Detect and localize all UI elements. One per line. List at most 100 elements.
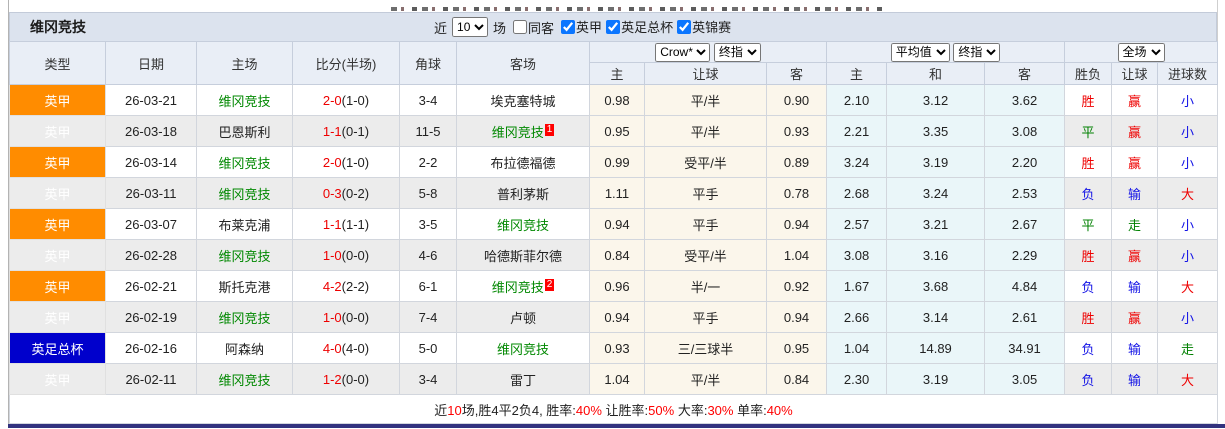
- league-filter-checkbox[interactable]: [606, 19, 621, 34]
- avg-draw-cell: 3.19: [886, 363, 986, 395]
- league-type-cell: 英甲: [9, 301, 106, 333]
- avg-away-cell: 2.67: [984, 208, 1066, 240]
- home-team-link[interactable]: 斯托克港: [218, 279, 271, 295]
- result-cell: 胜: [1064, 301, 1113, 333]
- col-header-odds-home: 主: [589, 62, 645, 85]
- away-team-cell: 维冈竞技 2: [456, 270, 590, 302]
- home-team-link[interactable]: 布莱克浦: [218, 217, 271, 233]
- home-team-link[interactable]: 维冈竞技: [218, 248, 271, 264]
- goals-result-cell: 小: [1157, 115, 1219, 147]
- col-header-avg-draw: 和: [886, 62, 986, 85]
- away-team-link[interactable]: 普利茅斯: [496, 186, 549, 202]
- col-header-home: 主场: [196, 41, 293, 85]
- table-row: 英甲 26-03-07 布莱克浦 1-1(1-1) 3-5 维冈竞技 0.94 平手 0.94 2…: [9, 208, 1219, 240]
- odds-company-select[interactable]: Crow*: [655, 42, 711, 62]
- fulltime-score: 1-0: [322, 309, 342, 325]
- odds-handicap-cell: 平/半: [644, 363, 767, 395]
- away-team-cell: 埃克塞特城: [456, 84, 590, 116]
- result-scope-selector: 全场: [1064, 41, 1219, 63]
- halftime-score: (1-0): [341, 154, 370, 170]
- away-team-link[interactable]: 维冈竞技: [491, 279, 544, 295]
- odds-handicap-cell: 平/半: [644, 84, 767, 116]
- home-team-link[interactable]: 维冈竞技: [218, 155, 271, 171]
- scope-select[interactable]: 全场: [1117, 42, 1165, 62]
- away-team-link[interactable]: 维冈竞技: [496, 341, 549, 357]
- avg-mode-select[interactable]: 平均值: [890, 42, 950, 62]
- odds-stage-select-left[interactable]: 终指: [713, 42, 761, 62]
- score-cell: 0-3(0-2): [292, 177, 400, 209]
- subheader-row: 主 让球 客 主 和 客 胜负 让球 进球数: [10, 62, 1219, 85]
- away-team-cell: 雷丁: [456, 363, 590, 395]
- league-filter-checkbox[interactable]: [561, 19, 576, 34]
- league-filter-1[interactable]: 英足总杯: [602, 17, 673, 36]
- date-cell: 26-02-16: [105, 332, 197, 364]
- avg-away-cell: 4.84: [984, 270, 1066, 302]
- matches-suffix-label: 场: [493, 20, 507, 36]
- league-filter-checkbox[interactable]: [677, 19, 692, 34]
- odds-home-cell: 1.04: [589, 363, 645, 395]
- home-team-link[interactable]: 维冈竞技: [218, 310, 271, 326]
- avg-away-cell: 2.53: [984, 177, 1066, 209]
- summary-segment: 40%: [766, 402, 793, 418]
- away-team-link[interactable]: 雷丁: [509, 372, 536, 388]
- section-divider: [8, 424, 1225, 428]
- away-team-link[interactable]: 哈德斯菲尔德: [483, 248, 562, 264]
- odds-home-cell: 0.96: [589, 270, 645, 302]
- corners-cell: 4-6: [399, 239, 457, 271]
- avg-away-cell: 3.05: [984, 363, 1066, 395]
- corners-cell: 3-4: [399, 84, 457, 116]
- odds-handicap-cell: 平手: [644, 208, 767, 240]
- handicap-result-cell: 输: [1111, 363, 1159, 395]
- corners-cell: 6-1: [399, 270, 457, 302]
- away-team-cell: 哈德斯菲尔德: [456, 239, 590, 271]
- corners-cell: 5-8: [399, 177, 457, 209]
- avg-draw-cell: 3.14: [886, 301, 986, 333]
- fulltime-score: 4-0: [322, 340, 342, 356]
- corners-cell: 3-5: [399, 208, 457, 240]
- odds-home-cell: 1.11: [589, 177, 645, 209]
- filter-controls: 近 10 场 同客 英甲 英足总杯 英锦赛: [434, 13, 731, 41]
- odds-handicap-cell: 平/半: [644, 115, 767, 147]
- summary-segment: 单率:: [733, 402, 767, 418]
- away-team-link[interactable]: 维冈竞技: [491, 124, 544, 140]
- away-team-link[interactable]: 维冈竞技: [496, 217, 549, 233]
- summary-segment: 40%: [575, 402, 602, 418]
- away-team-cell: 维冈竞技: [456, 332, 590, 364]
- home-team-link[interactable]: 阿森纳: [224, 341, 264, 357]
- home-team-link[interactable]: 维冈竞技: [218, 93, 271, 109]
- halftime-score: (0-1): [341, 123, 370, 139]
- corners-cell: 2-2: [399, 146, 457, 178]
- same-away-filter[interactable]: 同客: [509, 18, 554, 37]
- away-team-link[interactable]: 卢顿: [509, 310, 536, 326]
- away-team-link[interactable]: 布拉德福德: [490, 155, 556, 171]
- halftime-score: (1-1): [341, 216, 370, 232]
- match-count-select[interactable]: 10: [452, 17, 489, 37]
- avg-home-cell: 2.68: [826, 177, 888, 209]
- goals-result-cell: 大: [1157, 177, 1219, 209]
- league-filter-0[interactable]: 英甲: [557, 17, 602, 36]
- score-cell: 2-0(1-0): [292, 146, 400, 178]
- summary-row: 近10场,胜4平2负4, 胜率:40% 让胜率:50% 大率:30% 单率:40…: [8, 394, 1219, 424]
- home-team-link[interactable]: 维冈竞技: [218, 186, 271, 202]
- fulltime-score: 0-3: [322, 185, 342, 201]
- league-type-cell: 英甲: [9, 270, 106, 302]
- halftime-score: (0-0): [341, 371, 370, 387]
- corners-cell: 3-4: [399, 363, 457, 395]
- away-team-link[interactable]: 埃克塞特城: [490, 93, 556, 109]
- odds-stage-select-right[interactable]: 终指: [953, 42, 1001, 62]
- home-team-cell: 布莱克浦: [196, 208, 293, 240]
- result-cell: 负: [1064, 177, 1113, 209]
- result-cell: 平: [1064, 115, 1113, 147]
- league-filter-2[interactable]: 英锦赛: [673, 17, 731, 36]
- odds-home-cell: 0.94: [589, 208, 645, 240]
- fulltime-score: 4-2: [322, 278, 342, 294]
- away-team-cell: 维冈竞技: [456, 208, 590, 240]
- avg-away-cell: 34.91: [984, 332, 1066, 364]
- home-team-link[interactable]: 维冈竞技: [218, 372, 271, 388]
- table-row: 英甲 26-02-11 维冈竞技 1-2(0-0) 3-4 雷丁 1.04 平/半 0.84 2.…: [9, 363, 1219, 395]
- goals-result-cell: 小: [1157, 239, 1219, 271]
- home-team-link[interactable]: 巴恩斯利: [218, 124, 271, 140]
- odds-home-cell: 0.84: [589, 239, 645, 271]
- same-away-checkbox[interactable]: [513, 20, 528, 34]
